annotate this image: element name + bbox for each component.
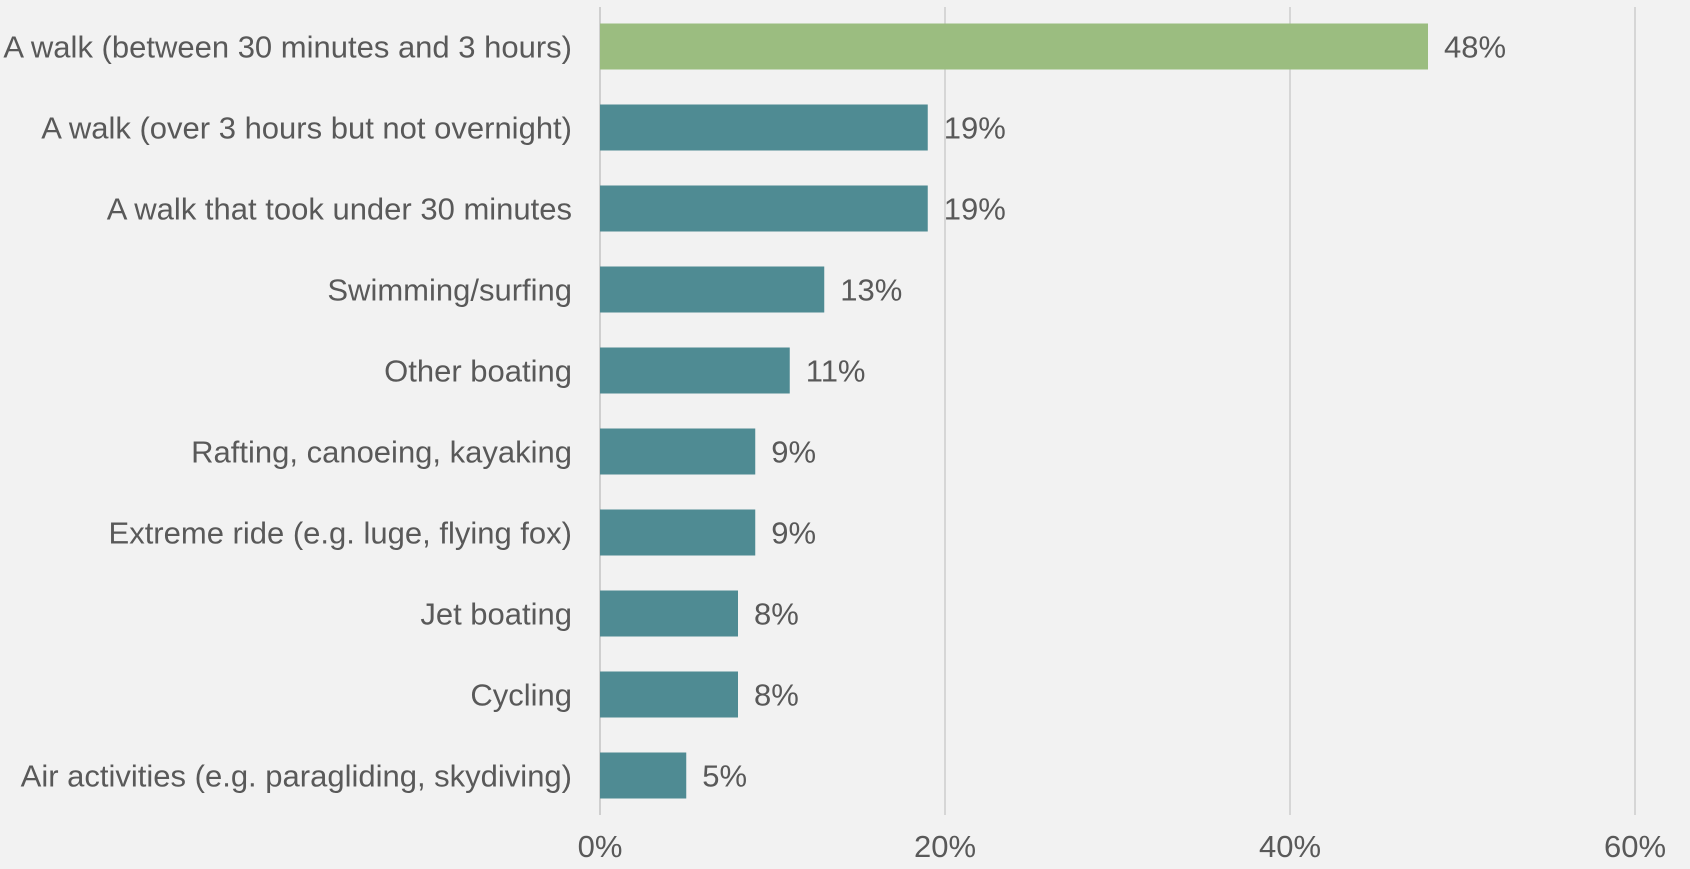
bar [600,23,1428,70]
category-label: A walk (over 3 hours but not overnight) [41,111,572,146]
value-label: 8% [754,597,799,632]
value-label: 19% [944,192,1006,227]
value-label: 8% [754,678,799,713]
bar [600,185,928,232]
value-label: 48% [1444,30,1506,65]
bar [600,509,756,556]
bar [600,266,825,313]
bar [600,752,687,799]
bar [600,590,738,637]
category-label: Air activities (e.g. paragliding, skydiv… [21,759,572,794]
x-axis-ticks: 0% 20% 40% 60% [578,829,1666,864]
category-label: A walk (between 30 minutes and 3 hours) [3,30,572,65]
value-label: 9% [771,516,816,551]
value-label: 19% [944,111,1006,146]
x-tick-label: 20% [914,829,976,864]
value-labels: 48% 19% 19% 13% 11% 9% 9% 8% 8% 5% [702,30,1506,794]
value-label: 5% [702,759,747,794]
bar [600,671,738,718]
category-label: A walk that took under 30 minutes [107,192,572,227]
bar [600,428,756,475]
bar [600,347,790,394]
value-label: 13% [840,273,902,308]
category-label: Cycling [470,678,572,713]
bars [600,23,1428,799]
category-label: Extreme ride (e.g. luge, flying fox) [109,516,572,551]
value-label: 9% [771,435,816,470]
category-label: Rafting, canoeing, kayaking [191,435,572,470]
bar [600,104,928,151]
category-label: Jet boating [420,597,572,632]
category-label: Other boating [384,354,572,389]
x-tick-label: 40% [1259,829,1321,864]
category-labels: A walk (between 30 minutes and 3 hours) A… [3,30,572,794]
x-tick-label: 0% [578,829,623,864]
value-label: 11% [806,354,866,389]
category-label: Swimming/surfing [327,273,572,308]
x-tick-label: 60% [1604,829,1666,864]
